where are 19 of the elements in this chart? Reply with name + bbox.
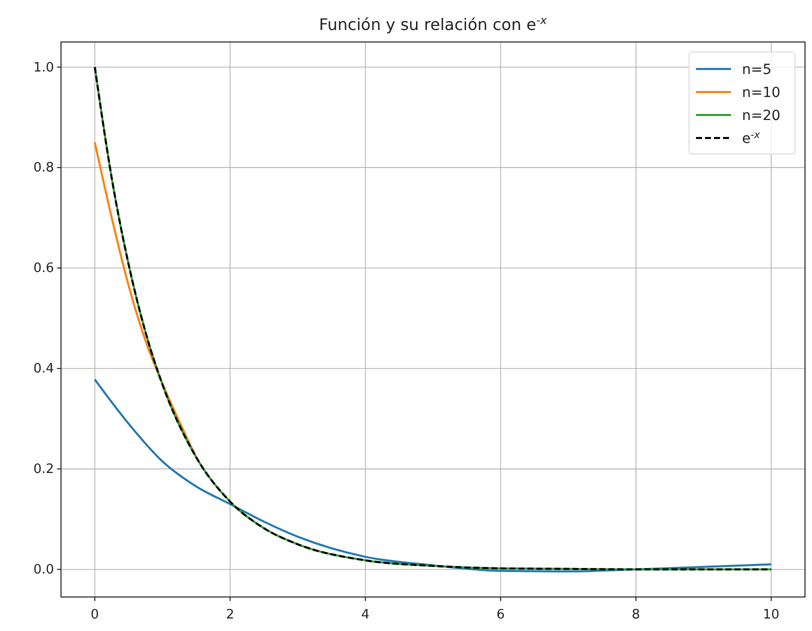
x-tick-label: 4 bbox=[361, 607, 370, 622]
y-tick-label: 1.0 bbox=[33, 60, 54, 76]
chart-title: Función y su relación con e$^{-x}$ bbox=[319, 14, 548, 34]
legend-label: e$^{-x}$ bbox=[742, 130, 760, 147]
line-series bbox=[94, 141, 198, 458]
y-tick-label: 0.4 bbox=[33, 362, 54, 377]
x-tick-label: 10 bbox=[762, 607, 780, 622]
legend-label: n=5 bbox=[742, 62, 772, 78]
line-series bbox=[94, 378, 772, 572]
y-tick-label: 0.6 bbox=[33, 261, 54, 276]
legend-label: n=10 bbox=[742, 85, 780, 101]
y-tick-label: 0.0 bbox=[33, 562, 54, 578]
x-tick-label: 6 bbox=[496, 607, 505, 622]
legend-label: n=20 bbox=[742, 108, 780, 124]
x-tick-label: 8 bbox=[632, 607, 640, 622]
y-tick-label: 0.8 bbox=[33, 160, 54, 176]
x-tick-label: 2 bbox=[226, 607, 234, 622]
x-tick-label: 0 bbox=[90, 607, 99, 622]
y-tick-label: 0.2 bbox=[33, 462, 54, 478]
